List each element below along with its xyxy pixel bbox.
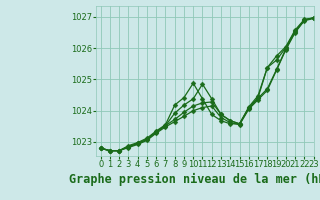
X-axis label: Graphe pression niveau de la mer (hPa): Graphe pression niveau de la mer (hPa) <box>69 173 320 186</box>
